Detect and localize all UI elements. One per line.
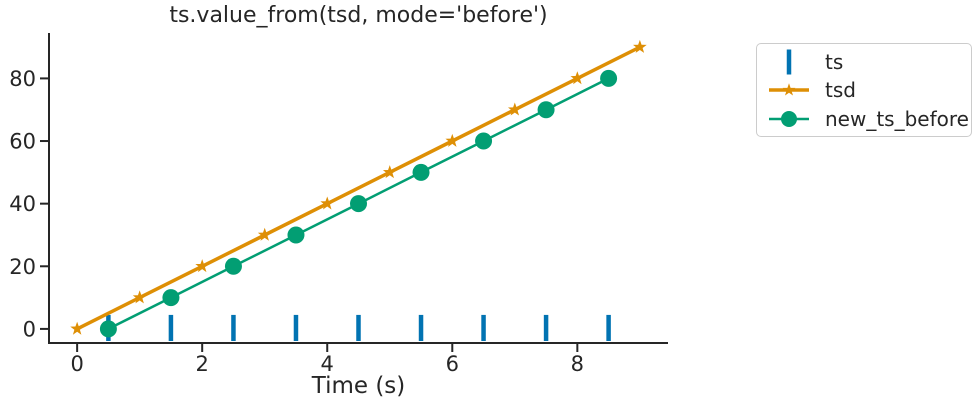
circle-marker-new_ts_before	[287, 226, 305, 244]
star-marker-glyph	[782, 83, 796, 96]
circle-marker-new_ts_before	[162, 289, 180, 307]
legend-item-new_ts_before: new_ts_before	[765, 105, 971, 133]
circle-marker-glyph	[781, 110, 797, 127]
y-tick-label: 80	[9, 67, 36, 91]
series-line-tsd	[76, 45, 641, 331]
circle-marker-new_ts_before	[412, 163, 430, 181]
legend-vline-marker-icon	[786, 49, 792, 74]
star-marker-tsd	[320, 196, 335, 210]
circle-marker-new_ts_before	[600, 69, 618, 87]
circle-marker-new_ts_before	[475, 132, 493, 150]
legend: ts tsd new_ts_before	[756, 43, 972, 137]
y-tick-label: 60	[9, 130, 36, 154]
x-tick-label: 8	[571, 352, 584, 376]
star-marker-tsd	[195, 259, 210, 273]
circle-marker-new_ts_before	[350, 195, 367, 213]
circle-marker-new_ts_before	[99, 320, 117, 338]
star-marker-tsd	[257, 227, 272, 241]
circle-marker-new_ts_before	[537, 101, 555, 119]
legend-label: ts	[825, 49, 844, 74]
star-marker-tsd	[382, 165, 397, 179]
y-tick-label: 40	[9, 192, 36, 216]
star-marker-tsd	[507, 102, 522, 116]
legend-label: tsd	[825, 78, 856, 102]
star-marker-tsd	[132, 290, 147, 304]
chart-title: ts.value_from(tsd, mode='before')	[169, 3, 548, 28]
legend-item-ts: ts	[765, 48, 971, 76]
star-marker-tsd	[570, 71, 585, 85]
star-marker-tsd	[633, 39, 647, 53]
star-marker-tsd	[445, 133, 460, 147]
y-tick-label: 20	[9, 255, 36, 279]
legend-star-marker-icon	[769, 83, 809, 96]
legend-label: new_ts_before	[825, 106, 969, 131]
x-tick-label: 4	[321, 352, 334, 376]
star-marker-tsd	[70, 321, 84, 335]
legend-circle-marker-icon	[769, 110, 809, 127]
axis-spines	[48, 33, 668, 344]
legend-item-tsd: tsd	[765, 76, 971, 104]
x-axis-label: Time (s)	[311, 373, 406, 399]
y-tick-label: 0	[23, 317, 36, 341]
x-tick-label: 6	[446, 352, 459, 376]
x-tick-label: 2	[195, 352, 208, 376]
x-tick-label: 0	[70, 352, 83, 376]
circle-marker-new_ts_before	[224, 257, 242, 275]
